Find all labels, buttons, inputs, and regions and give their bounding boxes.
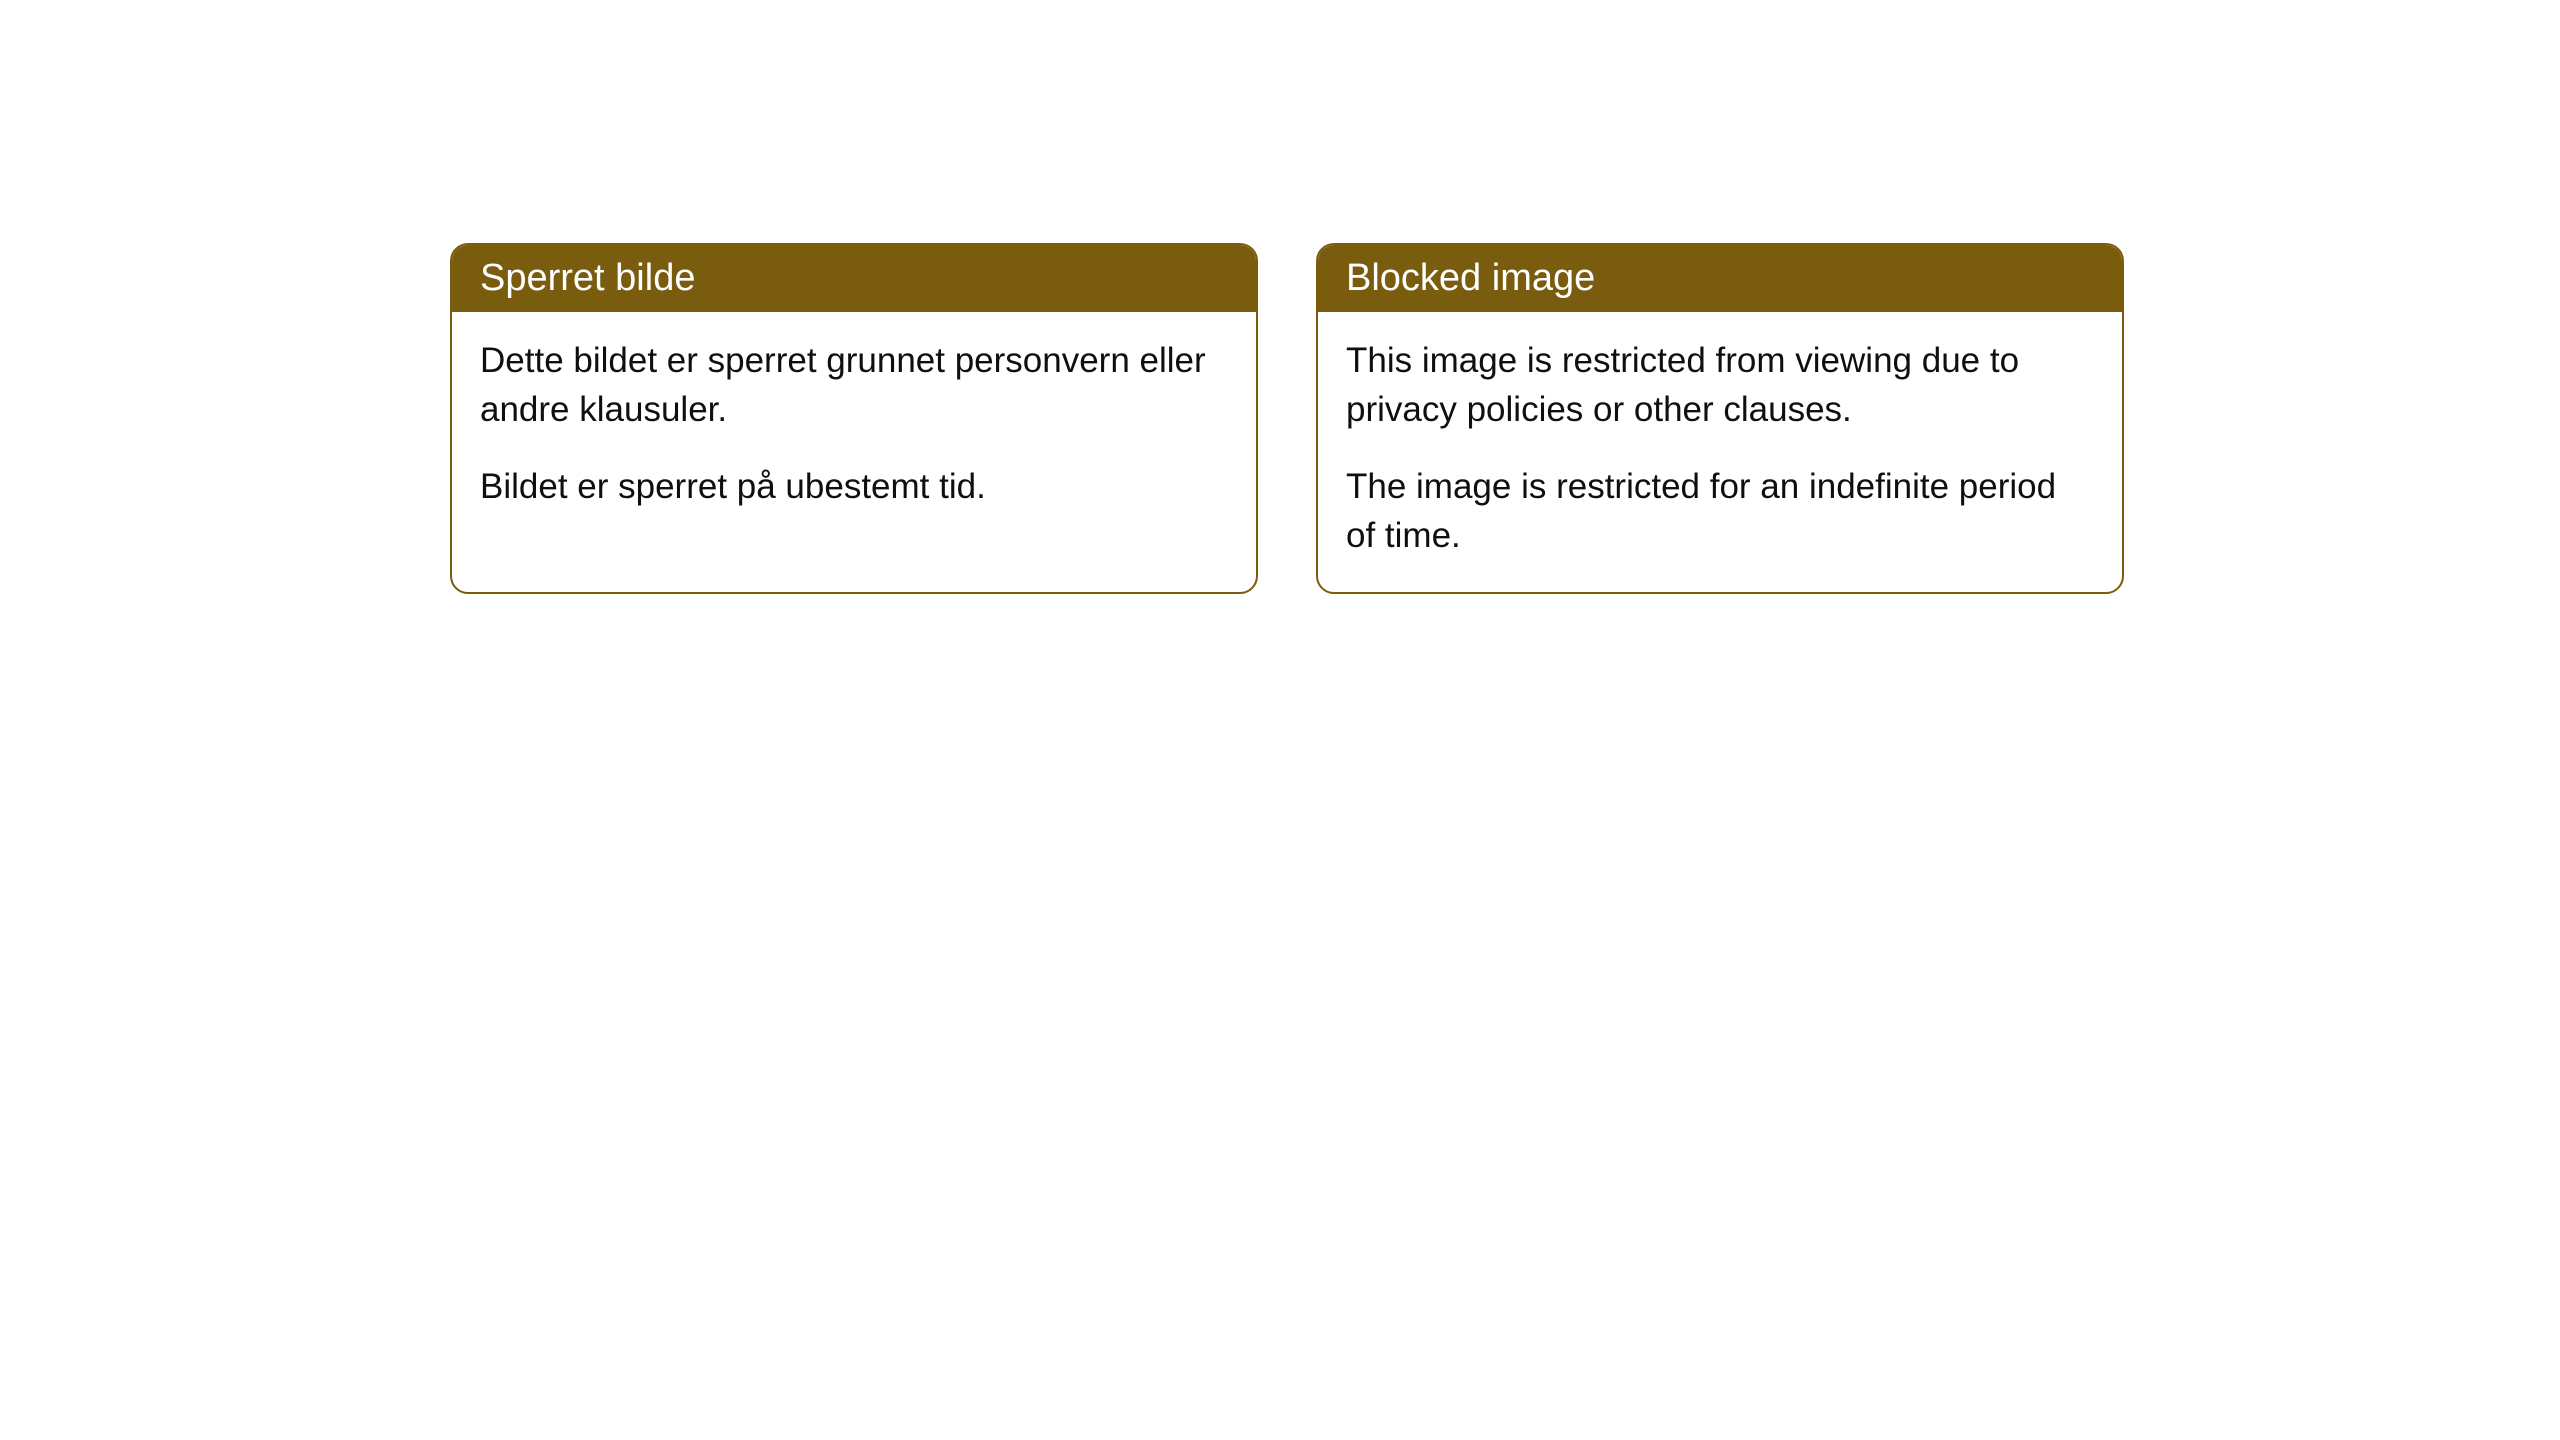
card-body: Dette bildet er sperret grunnet personve…: [452, 312, 1256, 543]
card-paragraph: This image is restricted from viewing du…: [1346, 336, 2094, 434]
card-title: Blocked image: [1346, 257, 1595, 299]
card-paragraph: Bildet er sperret på ubestemt tid.: [480, 462, 1228, 511]
card-header: Sperret bilde: [452, 245, 1256, 312]
card-paragraph: The image is restricted for an indefinit…: [1346, 462, 2094, 560]
card-paragraph: Dette bildet er sperret grunnet personve…: [480, 336, 1228, 434]
notice-container: Sperret bilde Dette bildet er sperret gr…: [450, 243, 2124, 594]
notice-card-norwegian: Sperret bilde Dette bildet er sperret gr…: [450, 243, 1258, 594]
card-title: Sperret bilde: [480, 257, 695, 299]
card-header: Blocked image: [1318, 245, 2122, 312]
notice-card-english: Blocked image This image is restricted f…: [1316, 243, 2124, 594]
card-body: This image is restricted from viewing du…: [1318, 312, 2122, 592]
